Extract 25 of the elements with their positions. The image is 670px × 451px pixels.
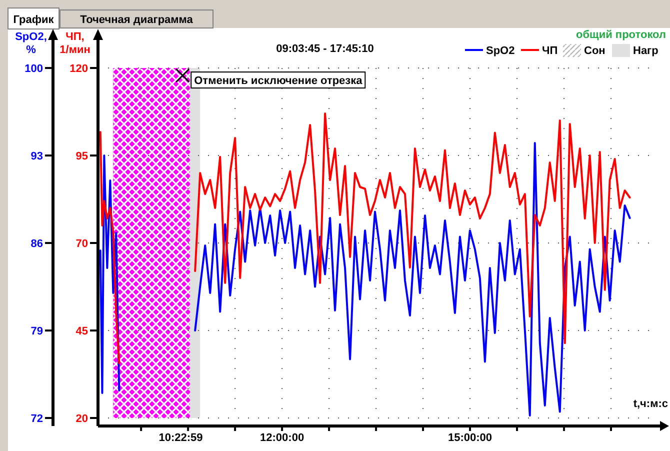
tab: Точечная диаграмма [60,10,214,28]
y2-axis-title: ЧП, 1/мин [60,31,90,56]
y2-tick-label: 120 [70,63,88,75]
legend-label: Нагр [633,45,659,57]
annotation: Отменить исключение отрезка [194,75,364,87]
text: Сон [584,45,606,57]
y-tick-label: 100 [24,63,43,75]
legend-label: ЧП [542,45,558,57]
y2-tick-label: 95 [76,150,88,162]
chart-title: 09:03:45 - 17:45:10 [276,43,374,55]
y2-tick-label: 20 [76,413,88,425]
x-tick-label: 15:00:00 [448,432,492,444]
y2-tick-label: 70 [76,238,88,250]
y-tick-label: 86 [30,238,43,250]
y-tick-label: 79 [30,326,43,338]
y-axis-title: SpO2, % [15,31,47,56]
x-axis-title: t,ч:м:с [633,398,668,410]
tab: График [8,8,60,30]
y-tick-label: 72 [30,413,43,425]
x-tick-label: 10:22:59 [158,432,203,444]
text: общий протокол [576,29,666,41]
y-tick-label: 93 [30,150,43,162]
legend-label: SpO2 [486,45,515,57]
y2-tick-label: 45 [76,326,88,338]
x-tick-label: 12:00:00 [260,432,304,444]
